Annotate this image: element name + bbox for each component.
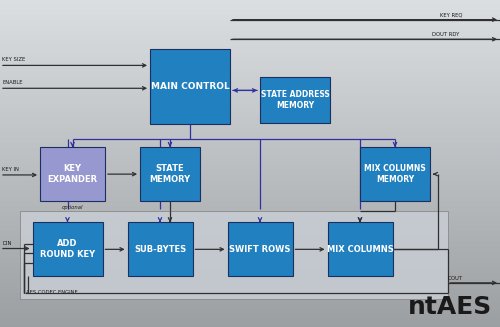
Text: STATE ADDRESS
MEMORY: STATE ADDRESS MEMORY: [260, 90, 330, 110]
FancyBboxPatch shape: [328, 222, 392, 276]
Text: ENABLE: ENABLE: [2, 80, 23, 85]
Text: MAIN CONTROL: MAIN CONTROL: [150, 82, 230, 91]
FancyBboxPatch shape: [228, 222, 292, 276]
FancyBboxPatch shape: [20, 211, 448, 299]
Text: AES CODEC ENGINE: AES CODEC ENGINE: [26, 290, 78, 295]
Text: DOUT RDY: DOUT RDY: [432, 32, 460, 37]
Text: MIX COLUMNS
MEMORY: MIX COLUMNS MEMORY: [364, 164, 426, 184]
Text: STATE
MEMORY: STATE MEMORY: [150, 164, 190, 184]
Text: DIN: DIN: [2, 241, 12, 246]
FancyBboxPatch shape: [140, 147, 200, 201]
FancyBboxPatch shape: [260, 77, 330, 123]
Text: KEY
EXPANDER: KEY EXPANDER: [48, 164, 98, 184]
Text: KEY SIZE: KEY SIZE: [2, 58, 26, 62]
Text: ntAES: ntAES: [408, 295, 492, 319]
Text: KEY IN: KEY IN: [2, 167, 20, 172]
Text: SUB-BYTES: SUB-BYTES: [134, 245, 186, 254]
FancyBboxPatch shape: [32, 222, 102, 276]
Text: DOUT: DOUT: [448, 276, 462, 281]
Text: ADD
ROUND KEY: ADD ROUND KEY: [40, 239, 95, 259]
Text: MIX COLUMNS: MIX COLUMNS: [326, 245, 394, 254]
FancyBboxPatch shape: [40, 147, 105, 201]
FancyBboxPatch shape: [128, 222, 192, 276]
Text: KEY REQ: KEY REQ: [440, 12, 462, 17]
FancyBboxPatch shape: [150, 49, 230, 124]
FancyBboxPatch shape: [360, 147, 430, 201]
Text: SWIFT ROWS: SWIFT ROWS: [230, 245, 290, 254]
Text: optional: optional: [62, 205, 84, 210]
